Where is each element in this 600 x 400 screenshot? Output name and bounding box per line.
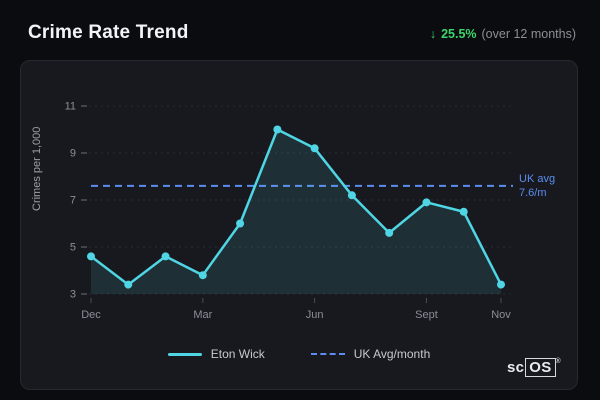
svg-text:9: 9 — [70, 148, 76, 160]
trend-change-note: (over 12 months) — [481, 27, 576, 41]
svg-text:5: 5 — [70, 242, 76, 254]
legend-label: UK Avg/month — [353, 347, 431, 361]
svg-text:7.6/m: 7.6/m — [519, 187, 547, 199]
trend-change-indicator: ↓ 25.5% (over 12 months) — [430, 27, 576, 41]
registered-mark-icon: ® — [555, 358, 561, 365]
svg-text:UK avg: UK avg — [519, 173, 555, 185]
page-title: Crime Rate Trend — [28, 22, 189, 43]
svg-text:11: 11 — [65, 101, 76, 113]
svg-text:3: 3 — [70, 289, 76, 301]
legend-label: Eton Wick — [210, 347, 265, 361]
logo-box: OS — [525, 358, 556, 377]
trend-down-arrow-icon: ↓ — [429, 27, 437, 41]
solid-line-marker-icon — [167, 352, 202, 356]
svg-text:Nov: Nov — [491, 309, 511, 321]
svg-text:Jun: Jun — [306, 309, 324, 321]
dashed-line-marker-icon — [310, 353, 345, 355]
page-header: Crime Rate Trend ↓ 25.5% (over 12 months… — [28, 22, 576, 44]
chart-legend: Eton Wick UK Avg/month — [21, 347, 577, 361]
scos-logo: sc OS ® — [507, 358, 561, 377]
svg-text:Dec: Dec — [81, 309, 101, 321]
legend-item-uk-avg[interactable]: UK Avg/month — [310, 347, 431, 361]
svg-text:Mar: Mar — [193, 309, 212, 321]
crime-trend-chart: 3 5 7 9 11 Dec Mar Jun Sept Nov UK avg 7.6/m — [65, 101, 556, 322]
chart-card: Crimes per 1,000 3 5 7 9 11 Dec Mar Jun Sept Nov U… — [20, 60, 578, 390]
svg-text:7: 7 — [70, 195, 76, 207]
logo-prefix: sc — [506, 359, 525, 376]
y-axis-label: Crimes per 1,000 — [31, 126, 43, 211]
legend-item-eton-wick[interactable]: Eton Wick — [167, 347, 265, 361]
svg-text:Sept: Sept — [415, 309, 438, 321]
trend-change-value: 25.5% — [441, 27, 477, 41]
